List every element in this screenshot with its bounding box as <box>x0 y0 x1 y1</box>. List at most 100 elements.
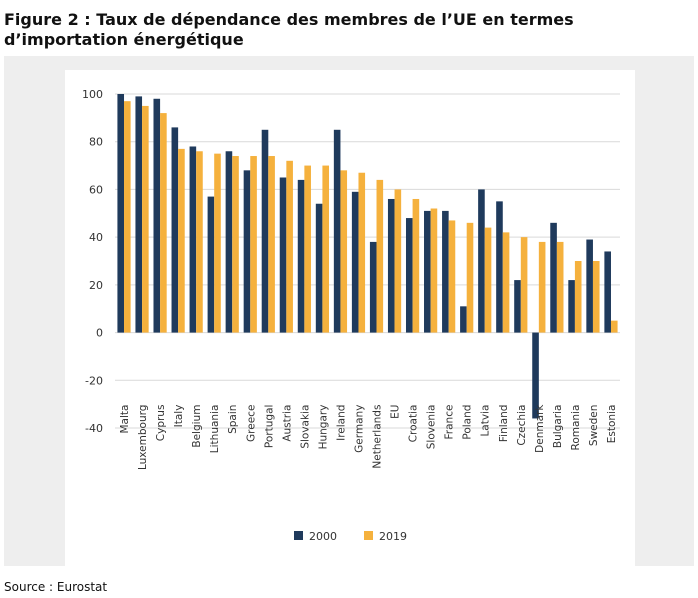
bar-2000-cyprus <box>153 98 161 333</box>
bar-2019-eu <box>394 189 402 333</box>
y-tick-label: 60 <box>89 183 103 196</box>
x-category-label: Spain <box>227 405 239 434</box>
bar-2019-luxembourg <box>142 105 149 333</box>
bar-2019-austria <box>286 160 293 333</box>
bar-2000-belgium <box>189 146 197 333</box>
bar-2000-slovakia <box>297 179 305 333</box>
bar-2019-netherlands <box>376 179 384 333</box>
x-category-label: Bulgaria <box>552 405 564 449</box>
bar-2019-italy <box>178 148 185 333</box>
y-tick-label: 80 <box>89 136 103 149</box>
bar-chart: -40 -20 0 20 40 60 80 100 Malta Luxembourg Cyprus… <box>65 70 635 570</box>
x-category-label: Slovakia <box>299 405 311 449</box>
bar-2019-slovakia <box>304 165 311 333</box>
bar-2000-denmark <box>532 332 539 419</box>
bar-2019-malta <box>124 101 131 333</box>
x-category-label: Slovenia <box>426 405 438 450</box>
bar-2019-finland <box>502 232 510 333</box>
y-tick-label: 0 <box>96 327 103 340</box>
legend-swatch-2000 <box>294 531 303 540</box>
x-category-label: Czechia <box>516 405 528 446</box>
bar-2019-poland <box>466 222 474 333</box>
bar-2000-ireland <box>333 129 341 333</box>
bar-2019-romania <box>574 261 582 333</box>
x-category-label: Estonia <box>606 405 618 444</box>
bar-2000-poland <box>460 306 467 333</box>
x-category-label: EU <box>390 405 402 419</box>
x-category-label: Luxembourg <box>137 405 149 470</box>
bar-2000-portugal <box>261 129 269 333</box>
bar-2000-finland <box>496 201 503 333</box>
x-category-label: Sweden <box>588 405 600 447</box>
bar-2019-germany <box>358 172 366 333</box>
x-category-label: Hungary <box>317 405 329 450</box>
bar-2019-spain <box>232 156 239 333</box>
x-category-label: Italy <box>173 405 185 428</box>
y-tick-label: 100 <box>82 88 103 101</box>
bar-2019-czechia <box>520 237 528 333</box>
bar-2000-romania <box>568 280 575 333</box>
bar-2000-croatia <box>405 218 413 333</box>
x-category-label: Belgium <box>191 405 203 448</box>
x-category-label: Greece <box>245 405 257 442</box>
bar-2000-austria <box>279 177 287 333</box>
bar-2000-hungary <box>315 203 323 333</box>
bar-2000-sweden <box>586 239 593 333</box>
x-category-label: Portugal <box>263 405 275 449</box>
x-category-label: Denmark <box>534 404 546 453</box>
y-tick-label: -20 <box>85 374 103 387</box>
bar-2000-bulgaria <box>550 222 557 333</box>
legend-swatch-2019 <box>364 531 373 540</box>
bar-2000-malta <box>117 94 125 333</box>
x-axis-labels: Malta Luxembourg Cyprus Italy Belgium Lithuan… <box>119 404 618 470</box>
bar-2000-czechia <box>514 280 521 333</box>
bar-2019-slovenia <box>430 208 438 333</box>
y-tick-label: -40 <box>85 422 103 435</box>
x-category-label: Germany <box>353 405 365 453</box>
bar-2000-latvia <box>478 189 485 333</box>
x-category-label: Croatia <box>408 405 420 443</box>
legend-label-2000: 2000 <box>309 530 337 543</box>
source-note: Source : Eurostat <box>4 580 108 594</box>
legend: 2000 2019 <box>294 530 407 543</box>
bar-2019-greece <box>250 156 257 333</box>
x-category-label: Finland <box>498 405 510 443</box>
bar-2019-bulgaria <box>556 241 564 333</box>
x-category-label: Malta <box>119 405 131 434</box>
bar-2000-italy <box>171 127 179 333</box>
bar-2019-estonia <box>610 320 618 333</box>
x-category-label: Netherlands <box>372 405 384 469</box>
bar-2000-greece <box>243 170 251 333</box>
legend-label-2019: 2019 <box>379 530 407 543</box>
bar-2019-ireland <box>340 170 348 333</box>
y-tick-label: 20 <box>89 279 103 292</box>
y-axis-ticks: -40 -20 0 20 40 60 80 100 <box>82 88 103 435</box>
x-category-label: France <box>444 405 456 440</box>
bars <box>117 94 618 419</box>
bar-2000-eu <box>387 198 395 333</box>
bar-2019-hungary <box>322 165 330 333</box>
bar-2000-germany <box>351 191 359 333</box>
bar-2000-spain <box>225 151 233 333</box>
bar-2019-cyprus <box>160 113 167 333</box>
bar-2000-netherlands <box>369 241 377 333</box>
bar-2000-france <box>442 210 449 333</box>
x-category-label: Romania <box>570 405 582 451</box>
bar-2000-estonia <box>604 251 611 333</box>
bar-2000-luxembourg <box>135 96 143 333</box>
x-category-label: Latvia <box>480 405 492 437</box>
bar-2019-portugal <box>268 156 275 333</box>
x-category-label: Austria <box>281 405 293 442</box>
bar-2019-belgium <box>196 151 203 333</box>
bar-2019-lithuania <box>214 153 221 333</box>
bar-2019-france <box>448 220 456 333</box>
bar-2019-sweden <box>592 261 600 333</box>
bar-2000-slovenia <box>424 210 431 333</box>
x-category-label: Lithuania <box>209 405 221 454</box>
figure-title: Figure 2 : Taux de dépendance des membre… <box>4 10 574 49</box>
y-tick-label: 40 <box>89 231 103 244</box>
bar-2019-croatia <box>412 198 420 333</box>
bar-2019-latvia <box>484 227 492 333</box>
x-category-label: Ireland <box>335 405 347 441</box>
bar-2019-denmark <box>538 241 546 333</box>
